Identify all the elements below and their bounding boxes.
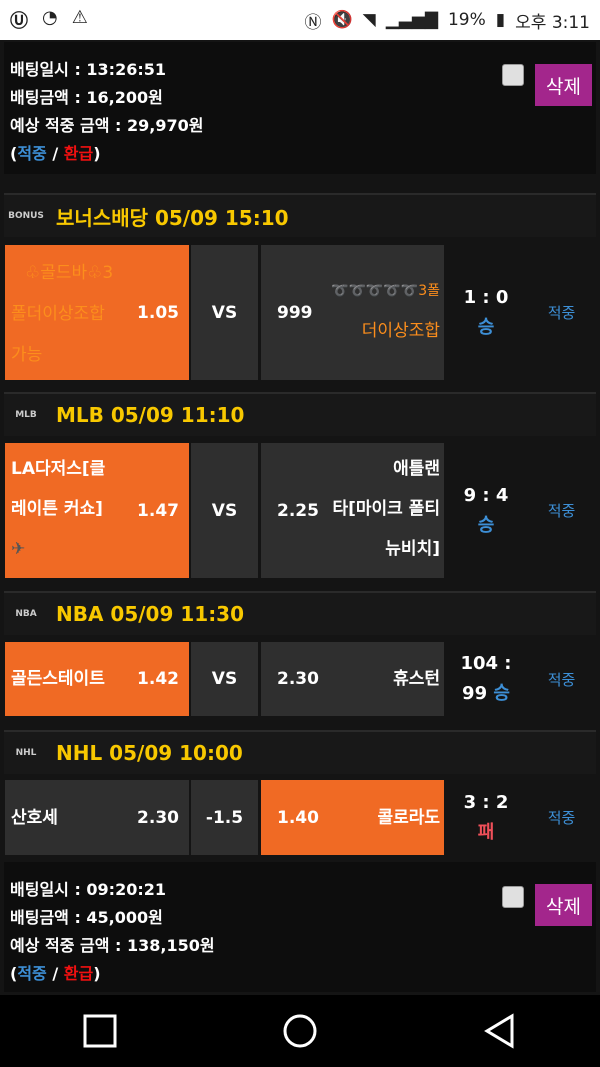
score: 104 :99 승 <box>460 653 512 704</box>
nba-icon: NBA <box>15 609 37 619</box>
recent-apps-icon[interactable] <box>82 1013 118 1049</box>
game-header: NBA NBA 05/09 11:30 <box>4 591 596 635</box>
vs-label: VS <box>191 642 258 716</box>
vs-label: VS <box>191 245 258 380</box>
bet-time: 배팅일시 : 09:20:21 <box>10 880 167 899</box>
bet-amount: 배팅금액 : 45,000원 <box>10 908 163 927</box>
speedometer-icon: ◔ <box>42 7 58 28</box>
delete-button[interactable]: 삭제 <box>535 64 592 106</box>
away-selection[interactable]: 2.30 휴스턴 <box>261 642 444 716</box>
nhl-icon: NHL <box>15 748 37 758</box>
select-checkbox[interactable] <box>502 886 524 908</box>
clock: 오후 3:11 <box>515 12 590 33</box>
nfc-icon: Ⓝ <box>304 12 322 33</box>
warning-icon: ⚠ <box>71 7 88 28</box>
home-selection[interactable]: LA다저스[클 레이튼 커쇼] ✈ 1.47 <box>5 443 189 578</box>
result-status: 적중 <box>547 304 576 322</box>
away-selection[interactable]: 2.25 애틀랜 타[마이크 폴티 뉴비치] <box>261 443 444 578</box>
home-selection[interactable]: 산호세 2.30 <box>5 780 189 855</box>
away-selection[interactable]: 1.40 콜로라도 <box>261 780 444 855</box>
legend: (적중 / 환급) <box>10 144 101 163</box>
home-selection[interactable]: 골든스테이트 1.42 <box>5 642 189 716</box>
result-status: 적중 <box>547 670 576 689</box>
result-status: 적중 <box>547 809 576 827</box>
bet-time: 배팅일시 : 13:26:51 <box>10 60 167 79</box>
bet-summary: 배팅일시 : 09:20:21 배팅금액 : 45,000원 예상 적중 금액 … <box>4 862 596 992</box>
game-header: NHL NHL 05/09 10:00 <box>4 730 596 774</box>
vs-label: VS <box>191 443 258 578</box>
away-selection[interactable]: 999 ➰➰➰➰➰3폴 더이상조합 <box>261 245 444 380</box>
game-header: BONUS 보너스배당 05/09 15:10 <box>4 193 596 237</box>
status-bar: Ⓤ ◔ ⚠ Ⓝ 🔇 ◥ ▁▃▅▇ 19% ▮ 오후 3:11 <box>0 0 600 40</box>
mlb-icon: MLB <box>15 410 37 420</box>
bonus-icon: BONUS <box>8 211 44 221</box>
match-row: ♧골드바♧3 폴더이상조합 가능 1.05 VS 999 ➰➰➰➰➰3폴 더이상조합 … <box>4 245 596 380</box>
result-status: 적중 <box>547 502 576 520</box>
navigation-bar <box>0 995 600 1067</box>
battery-percent: 19% <box>447 10 486 30</box>
select-checkbox[interactable] <box>502 64 524 86</box>
app-icon: Ⓤ <box>10 11 28 32</box>
handicap-label: -1.5 <box>191 780 258 855</box>
mute-icon: 🔇 <box>331 10 353 30</box>
battery-icon: ▮ <box>495 10 506 30</box>
game-header: MLB MLB 05/09 11:10 <box>4 392 596 436</box>
delete-button[interactable]: 삭제 <box>535 884 592 926</box>
wifi-icon: ◥ <box>362 10 376 30</box>
bet-amount: 배팅금액 : 16,200원 <box>10 88 163 107</box>
bet-summary: 배팅일시 : 13:26:51 배팅금액 : 16,200원 예상 적중 금액 … <box>4 42 596 174</box>
legend: (적중 / 환급) <box>10 964 101 983</box>
signal-icon: ▁▃▅▇ <box>385 10 438 30</box>
home-selection[interactable]: ♧골드바♧3 폴더이상조합 가능 1.05 <box>5 245 189 380</box>
team-logo-icon: ✈ <box>11 539 26 559</box>
match-row: LA다저스[클 레이튼 커쇼] ✈ 1.47 VS 2.25 애틀랜 타[마이크 폴티… <box>4 443 596 578</box>
back-icon[interactable] <box>482 1013 518 1049</box>
expected-payout: 예상 적중 금액 : 138,150원 <box>10 936 215 955</box>
home-icon[interactable] <box>282 1013 318 1049</box>
match-row: 골든스테이트 1.42 VS 2.30 휴스턴 104 :99 승 적중 <box>4 642 596 716</box>
expected-payout: 예상 적중 금액 : 29,970원 <box>10 116 204 135</box>
